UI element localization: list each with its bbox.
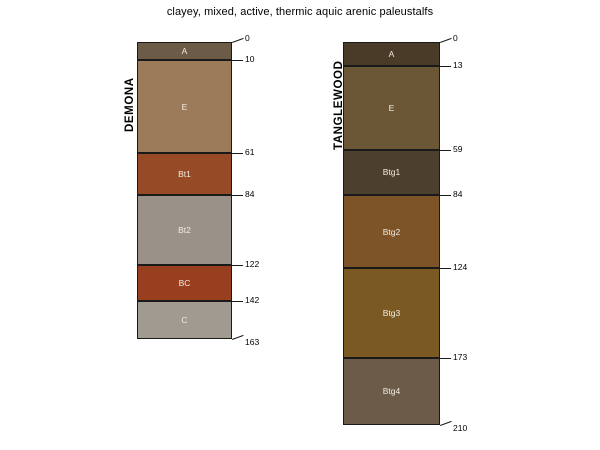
depth-tick-label: 173	[453, 351, 468, 362]
depth-tick-label: 84	[453, 189, 463, 200]
horizon-label: A	[181, 46, 188, 57]
horizon-btg4: Btg4	[343, 357, 440, 426]
depth-tick	[232, 37, 244, 43]
horizon-e: E	[137, 60, 232, 154]
site-label-demona: DEMONA	[124, 77, 136, 132]
horizon-btg2: Btg2	[343, 195, 440, 269]
horizon-btg3: Btg3	[343, 268, 440, 358]
depth-tick	[440, 357, 451, 359]
horizon-label: Btg2	[382, 226, 401, 237]
depth-tick-label: 13	[453, 59, 463, 70]
depth-tick	[232, 153, 243, 155]
depth-tick	[440, 195, 451, 197]
depth-tick-label: 142	[245, 295, 260, 305]
depth-tick	[440, 268, 451, 270]
depth-tick	[440, 420, 452, 426]
depth-tick	[232, 301, 243, 302]
depth-tick	[440, 65, 451, 67]
horizon-a: A	[137, 42, 232, 61]
depth-tick-label: 210	[453, 423, 468, 434]
depth-tick	[232, 60, 243, 62]
horizon-a: A	[343, 42, 440, 66]
horizon-label: E	[181, 101, 188, 112]
depth-tick	[232, 264, 243, 266]
depth-tick	[232, 195, 243, 197]
horizon-c: C	[137, 301, 232, 340]
depth-tick	[232, 335, 244, 341]
depth-tick-label: 122	[245, 258, 260, 269]
depth-tick-label: 124	[453, 262, 468, 273]
horizon-label: E	[388, 102, 395, 113]
horizon-label: Btg4	[382, 386, 401, 397]
depth-tick	[440, 37, 452, 43]
horizon-bt2: Bt2	[137, 195, 232, 265]
horizon-btg1: Btg1	[343, 149, 440, 196]
depth-tick-label: 84	[245, 189, 255, 200]
horizon-label: Bt1	[178, 169, 191, 180]
depth-tick	[440, 149, 451, 151]
depth-tick-label: 10	[245, 54, 255, 65]
horizon-bt1: Bt1	[137, 153, 232, 196]
depth-tick-label: 0	[453, 33, 458, 43]
horizon-label: Btg1	[382, 167, 401, 178]
depth-tick-label: 163	[245, 337, 260, 348]
horizon-bc: BC	[137, 264, 232, 301]
depth-tick-label: 0	[245, 33, 250, 43]
horizon-label: A	[388, 48, 395, 59]
horizon-label: BC	[178, 277, 191, 288]
depth-tick-label: 61	[245, 147, 255, 158]
horizon-label: Btg3	[382, 307, 401, 318]
horizon-label: C	[181, 315, 188, 326]
page-title: clayey, mixed, active, thermic aquic are…	[166, 6, 434, 18]
depth-tick-label: 59	[453, 143, 463, 154]
horizon-e: E	[343, 65, 440, 150]
horizon-label: Bt2	[178, 224, 191, 235]
